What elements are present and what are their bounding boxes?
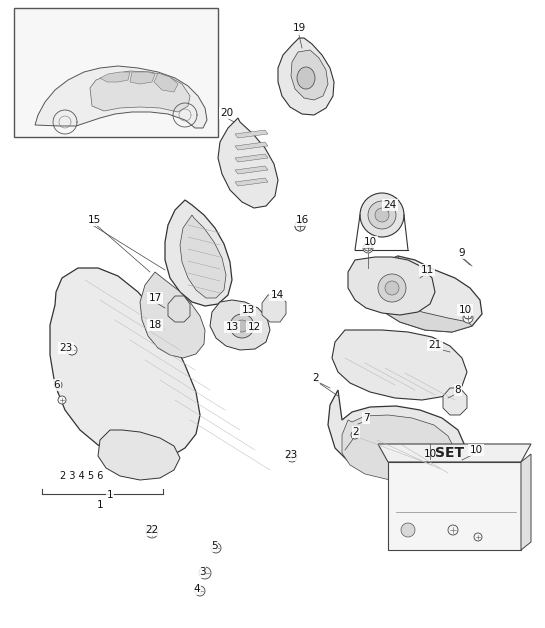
Polygon shape: [443, 388, 467, 415]
Circle shape: [195, 586, 205, 596]
Polygon shape: [180, 215, 226, 298]
Text: 24: 24: [383, 200, 397, 210]
Circle shape: [287, 452, 297, 462]
Text: 7: 7: [362, 413, 370, 423]
Circle shape: [146, 526, 158, 538]
Polygon shape: [235, 154, 268, 162]
Polygon shape: [278, 38, 334, 115]
Text: 18: 18: [148, 320, 162, 330]
Text: 15: 15: [87, 215, 101, 225]
Circle shape: [385, 281, 399, 295]
Text: 2: 2: [313, 373, 319, 383]
Polygon shape: [332, 330, 467, 400]
Circle shape: [54, 381, 62, 389]
Circle shape: [67, 345, 77, 355]
Polygon shape: [291, 50, 328, 100]
Text: 4: 4: [193, 584, 201, 594]
Polygon shape: [90, 71, 190, 112]
Polygon shape: [98, 430, 180, 480]
Text: 1: 1: [107, 490, 113, 500]
Polygon shape: [130, 72, 155, 84]
Text: 2: 2: [353, 427, 359, 437]
Polygon shape: [50, 268, 200, 460]
Polygon shape: [168, 296, 190, 322]
Circle shape: [58, 396, 66, 404]
Polygon shape: [100, 72, 130, 82]
Polygon shape: [378, 444, 531, 462]
Circle shape: [230, 314, 254, 338]
Circle shape: [360, 193, 404, 237]
Circle shape: [364, 243, 372, 251]
Text: 10: 10: [469, 445, 482, 455]
Polygon shape: [218, 118, 278, 208]
Ellipse shape: [297, 67, 315, 89]
Polygon shape: [235, 178, 268, 186]
Text: 20: 20: [220, 108, 234, 118]
Circle shape: [295, 221, 305, 231]
Circle shape: [378, 274, 406, 302]
Circle shape: [295, 221, 305, 231]
Polygon shape: [370, 256, 482, 332]
Text: 11: 11: [420, 265, 434, 275]
Circle shape: [211, 543, 221, 553]
Polygon shape: [35, 66, 207, 128]
Circle shape: [448, 525, 458, 535]
Text: 10: 10: [423, 449, 437, 459]
Text: 17: 17: [148, 293, 162, 303]
Text: 10: 10: [364, 237, 377, 247]
Polygon shape: [388, 462, 521, 550]
Circle shape: [401, 523, 415, 537]
Text: 21: 21: [428, 340, 441, 350]
Polygon shape: [328, 390, 465, 480]
Text: 8: 8: [455, 385, 461, 395]
Polygon shape: [348, 257, 435, 315]
Circle shape: [463, 313, 473, 323]
Polygon shape: [235, 166, 268, 174]
Text: 16: 16: [295, 215, 308, 225]
Text: 14: 14: [270, 290, 283, 300]
Text: 13: 13: [241, 305, 255, 315]
Polygon shape: [140, 272, 205, 358]
Circle shape: [368, 201, 396, 229]
Text: 2 3 4 5 6: 2 3 4 5 6: [60, 471, 104, 481]
Polygon shape: [210, 300, 270, 350]
Text: 6: 6: [54, 380, 60, 390]
Text: 1: 1: [96, 500, 104, 510]
Bar: [14, 8, 218, 137]
Circle shape: [236, 320, 248, 332]
Polygon shape: [370, 256, 472, 332]
Circle shape: [199, 567, 211, 579]
Text: 9: 9: [459, 248, 465, 258]
Polygon shape: [165, 200, 232, 306]
Circle shape: [474, 533, 482, 541]
Polygon shape: [235, 142, 268, 150]
Text: 22: 22: [146, 525, 159, 535]
Text: 5: 5: [211, 541, 217, 551]
Circle shape: [464, 311, 472, 319]
Polygon shape: [262, 294, 286, 322]
Text: 10: 10: [458, 305, 471, 315]
Polygon shape: [342, 415, 455, 480]
Circle shape: [351, 431, 359, 439]
Text: 3: 3: [199, 567, 205, 577]
Polygon shape: [154, 73, 178, 92]
Circle shape: [363, 243, 373, 253]
Text: 23: 23: [284, 450, 298, 460]
Text: 13: 13: [226, 322, 239, 332]
Text: 23: 23: [59, 343, 72, 353]
Polygon shape: [235, 130, 268, 138]
Text: 12: 12: [247, 322, 261, 332]
Text: 19: 19: [292, 23, 306, 33]
Polygon shape: [521, 454, 531, 550]
Text: SET: SET: [435, 446, 464, 460]
Circle shape: [375, 208, 389, 222]
